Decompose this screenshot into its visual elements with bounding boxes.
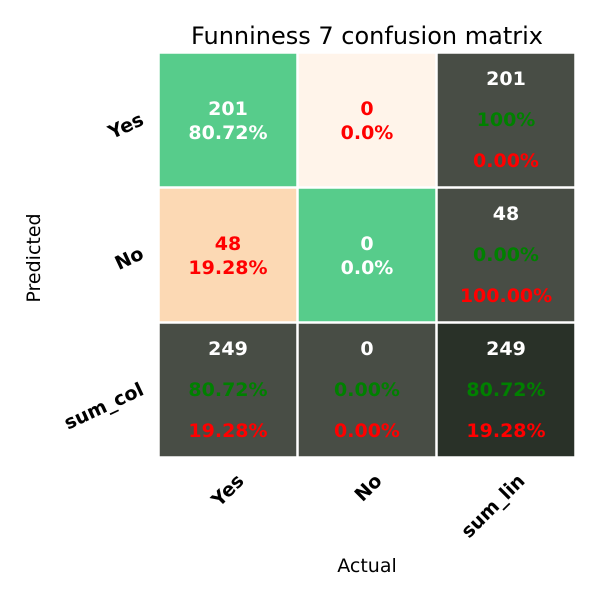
matrix-cell-2-2-label-1: 80.72% (466, 379, 545, 401)
x-tick-label-1: No (350, 470, 386, 506)
matrix-cell-0-0-label-1: 80.72% (188, 122, 267, 144)
x-tick-label-2: sum_lin (457, 470, 530, 543)
matrix-cell-1-0 (158, 187, 298, 323)
matrix-cell-2-0 (158, 322, 298, 458)
chart-title: Funniness 7 confusion matrix (191, 22, 543, 50)
heatmap-cells: 20180.72%00.0%201100%0.00%4819.28%00.0%4… (158, 52, 576, 458)
y-tick-labels: Yes No sum_col (61, 109, 147, 435)
matrix-cell-1-1-label-0: 0 (360, 233, 373, 255)
matrix-cell-2-2 (436, 322, 576, 458)
matrix-cell-0-2-label-1: 100% (477, 109, 536, 131)
x-tick-label-0: Yes (207, 470, 249, 512)
matrix-cell-1-2-label-2: 100.00% (460, 285, 552, 307)
matrix-cell-2-1 (297, 322, 437, 458)
matrix-cell-0-2-label-0: 201 (486, 68, 526, 90)
matrix-cell-1-0-label-1: 19.28% (188, 257, 267, 279)
matrix-cell-2-1-label-1: 0.00% (334, 379, 400, 401)
matrix-cell-2-2-label-2: 19.28% (466, 420, 545, 442)
matrix-cell-0-2-label-2: 0.00% (473, 150, 539, 172)
matrix-cell-1-2-label-1: 0.00% (473, 244, 539, 266)
matrix-cell-2-0-label-1: 80.72% (188, 379, 267, 401)
matrix-cell-2-2-label-0: 249 (486, 338, 526, 360)
x-axis-label: Actual (337, 555, 397, 577)
matrix-cell-1-2 (436, 187, 576, 323)
matrix-cell-1-1-label-1: 0.0% (341, 257, 394, 279)
matrix-cell-0-0 (158, 52, 298, 188)
matrix-cell-0-0-label-0: 201 (208, 98, 248, 120)
matrix-cell-1-0-label-0: 48 (215, 233, 241, 255)
matrix-cell-2-1-label-2: 0.00% (334, 420, 400, 442)
matrix-cell-2-0-label-0: 249 (208, 338, 248, 360)
matrix-cell-0-1 (297, 52, 437, 188)
matrix-cell-1-1 (297, 187, 437, 323)
matrix-cell-2-0-label-2: 19.28% (188, 420, 267, 442)
matrix-cell-0-2 (436, 52, 576, 188)
y-tick-label-0: Yes (104, 109, 147, 145)
x-tick-labels: Yes No sum_lin (207, 470, 530, 543)
matrix-cell-2-1-label-0: 0 (360, 338, 373, 360)
matrix-cell-0-1-label-0: 0 (360, 98, 373, 120)
matrix-cell-1-2-label-0: 48 (493, 203, 519, 225)
matrix-cell-0-1-label-1: 0.0% (341, 122, 394, 144)
y-tick-label-2: sum_col (61, 379, 147, 435)
y-axis-label: Predicted (23, 213, 45, 302)
y-tick-label-1: No (112, 243, 148, 275)
